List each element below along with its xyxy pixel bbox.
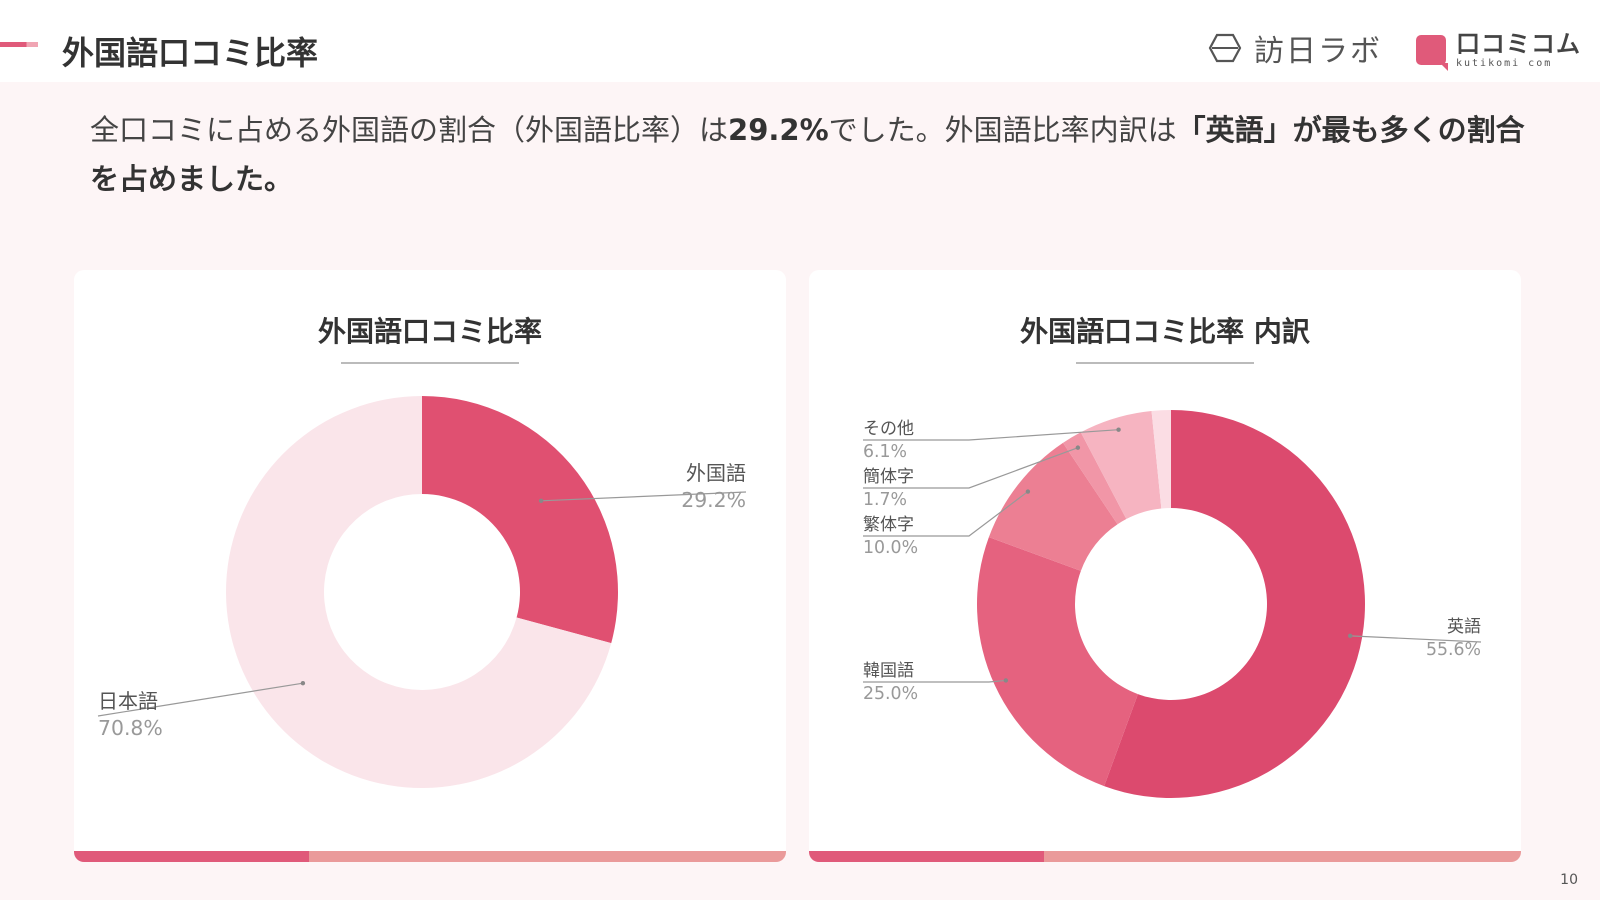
slice-label-value: 25.0% — [863, 684, 918, 704]
label-anchor-dot — [1116, 427, 1121, 432]
kuchikomi-com-logo-text: 口コミコム — [1456, 29, 1581, 58]
summary-text: 全口コミに占める外国語の割合（外国語比率）は29.2%でした。外国語比率内訳は「… — [90, 106, 1530, 204]
slice-label-group: 外国語 29.2% — [538, 461, 747, 512]
label-leader-line — [863, 429, 1119, 441]
label-anchor-dot — [538, 498, 544, 504]
slice-label-group: 日本語 70.8% — [97, 680, 306, 740]
slice-label-name: その他 — [863, 419, 914, 439]
kuchikomi-com-logo: 口コミコム kutikomi com — [1416, 29, 1581, 71]
label-leader-line — [1350, 635, 1482, 643]
donut-slice-2 — [988, 442, 1118, 571]
foreign-ratio-donut-chart: 外国語 29.2% 日本語 70.8% — [97, 396, 747, 788]
slice-label-group: 韓国語 25.0% — [863, 661, 1009, 704]
houjin-lab-logo-text: 訪日ラボ — [1254, 34, 1382, 69]
summary-highlight-ratio: 29.2% — [728, 113, 829, 147]
label-leader-line — [97, 682, 303, 717]
slice-label-name: 外国語 — [686, 461, 746, 485]
slice-label-name: 日本語 — [98, 689, 158, 713]
header-accent-bar — [0, 42, 38, 47]
donut-slice-4 — [1080, 410, 1162, 520]
donut-slice-0 — [1104, 410, 1365, 798]
houjin-lab-icon — [1208, 33, 1242, 63]
label-leader-line — [863, 679, 1006, 683]
label-leader-line — [541, 491, 747, 502]
slice-label-group: その他 6.1% — [863, 419, 1121, 462]
slice-label-name: 韓国語 — [863, 661, 914, 681]
slice-label-group: 英語 55.6% — [1347, 617, 1482, 660]
foreign-breakdown-donut-chart: 英語 55.6% 韓国語 25.0% 繁体字 10.0% 簡体字 1.7% その他 6.1% — [863, 410, 1482, 798]
donut-slice-1 — [226, 396, 612, 788]
page-number: 10 — [1560, 872, 1578, 888]
chart-title-underline — [341, 362, 519, 364]
donut-slice-0 — [422, 396, 618, 644]
donut-slice-1 — [977, 537, 1138, 787]
label-anchor-dot — [1003, 678, 1009, 683]
slice-label-value: 10.0% — [863, 538, 918, 558]
summary-part2: でした。外国語比率内訳は — [828, 113, 1177, 147]
donut-slice-unlabeled — [1151, 410, 1171, 509]
label-anchor-dot — [1347, 633, 1353, 639]
card-bottom-bar — [74, 851, 786, 862]
label-leader-line — [863, 447, 1079, 489]
summary-highlight-english: 「英語」が最も多くの割合を占めました。 — [90, 113, 1525, 196]
slice-label-value: 6.1% — [863, 442, 907, 462]
summary-part1: 全口コミに占める外国語の割合（外国語比率）は — [90, 113, 729, 147]
chart-title: 外国語口コミ比率 内訳 — [1020, 315, 1310, 348]
slice-label-name: 英語 — [1447, 617, 1481, 637]
foreign-ratio-card: 外国語口コミ比率 外国語 29.2% 日本語 70.8% — [74, 270, 786, 862]
slice-label-value: 1.7% — [863, 490, 907, 510]
label-anchor-dot — [300, 680, 306, 686]
main-area: 全口コミに占める外国語の割合（外国語比率）は29.2%でした。外国語比率内訳は「… — [0, 82, 1600, 900]
slice-label-name: 簡体字 — [863, 467, 914, 487]
slice-label-name: 繁体字 — [863, 515, 914, 535]
slice-label-group: 簡体字 1.7% — [863, 445, 1081, 510]
header: 外国語口コミ比率 訪日ラボ 口コミコム kutikomi com — [0, 0, 1600, 82]
label-anchor-dot — [1075, 445, 1081, 450]
card-bottom-bar — [809, 851, 1521, 862]
label-anchor-dot — [1025, 489, 1031, 494]
kuchikomi-com-logo-subtext: kutikomi com — [1456, 57, 1553, 69]
donut-slice-3 — [1062, 432, 1127, 525]
slice-label-value: 70.8% — [98, 716, 163, 740]
foreign-breakdown-card: 外国語口コミ比率 内訳 英語 55.6% 韓国語 25.0% 繁体字 10.0% 簡体字 1.… — [809, 270, 1521, 862]
slice-label-value: 29.2% — [681, 488, 746, 512]
chart-title-underline — [1076, 362, 1254, 364]
houjin-lab-logo: 訪日ラボ — [1208, 28, 1382, 69]
label-leader-line — [863, 491, 1029, 537]
page-title: 外国語口コミ比率 — [62, 34, 319, 72]
speech-bubble-icon — [1416, 35, 1448, 71]
slice-label-group: 繁体字 10.0% — [863, 489, 1031, 558]
slice-label-value: 55.6% — [1426, 640, 1481, 660]
chart-title: 外国語口コミ比率 — [317, 315, 542, 348]
